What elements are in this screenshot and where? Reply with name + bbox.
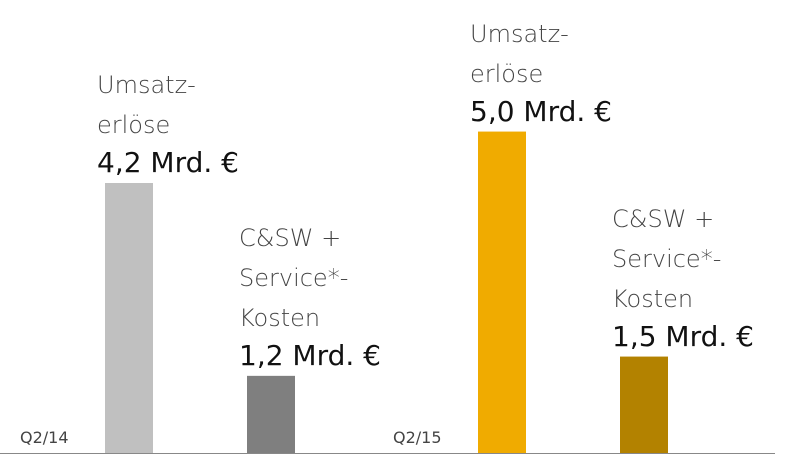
value-label: 1,2 Mrd. € bbox=[239, 338, 381, 372]
category-label: Q2/14 bbox=[20, 428, 69, 447]
category-label: Q2/15 bbox=[393, 428, 442, 447]
value-label: 5,0 Mrd. € bbox=[470, 94, 612, 128]
bar bbox=[105, 183, 153, 453]
value-label: 4,2 Mrd. € bbox=[97, 146, 239, 179]
series-name: Umsatz- erlöse bbox=[470, 19, 569, 88]
series-name: Umsatz- erlöse bbox=[97, 71, 196, 139]
bar-label: Umsatz- erlöse 5,0 Mrd. € bbox=[470, 14, 612, 130]
series-name: C&SW + Service*- Kosten bbox=[239, 223, 349, 332]
bar bbox=[620, 356, 668, 453]
bar-label: Umsatz- erlöse 4,2 Mrd. € bbox=[97, 65, 239, 181]
bar bbox=[247, 375, 295, 453]
bar bbox=[478, 131, 526, 454]
bar-label: C&SW + Service*- Kosten 1,5 Mrd. € bbox=[612, 199, 754, 355]
bar-label: C&SW + Service*- Kosten 1,2 Mrd. € bbox=[239, 218, 381, 374]
value-label: 1,5 Mrd. € bbox=[612, 319, 754, 353]
series-name: C&SW + Service*- Kosten bbox=[612, 204, 722, 313]
